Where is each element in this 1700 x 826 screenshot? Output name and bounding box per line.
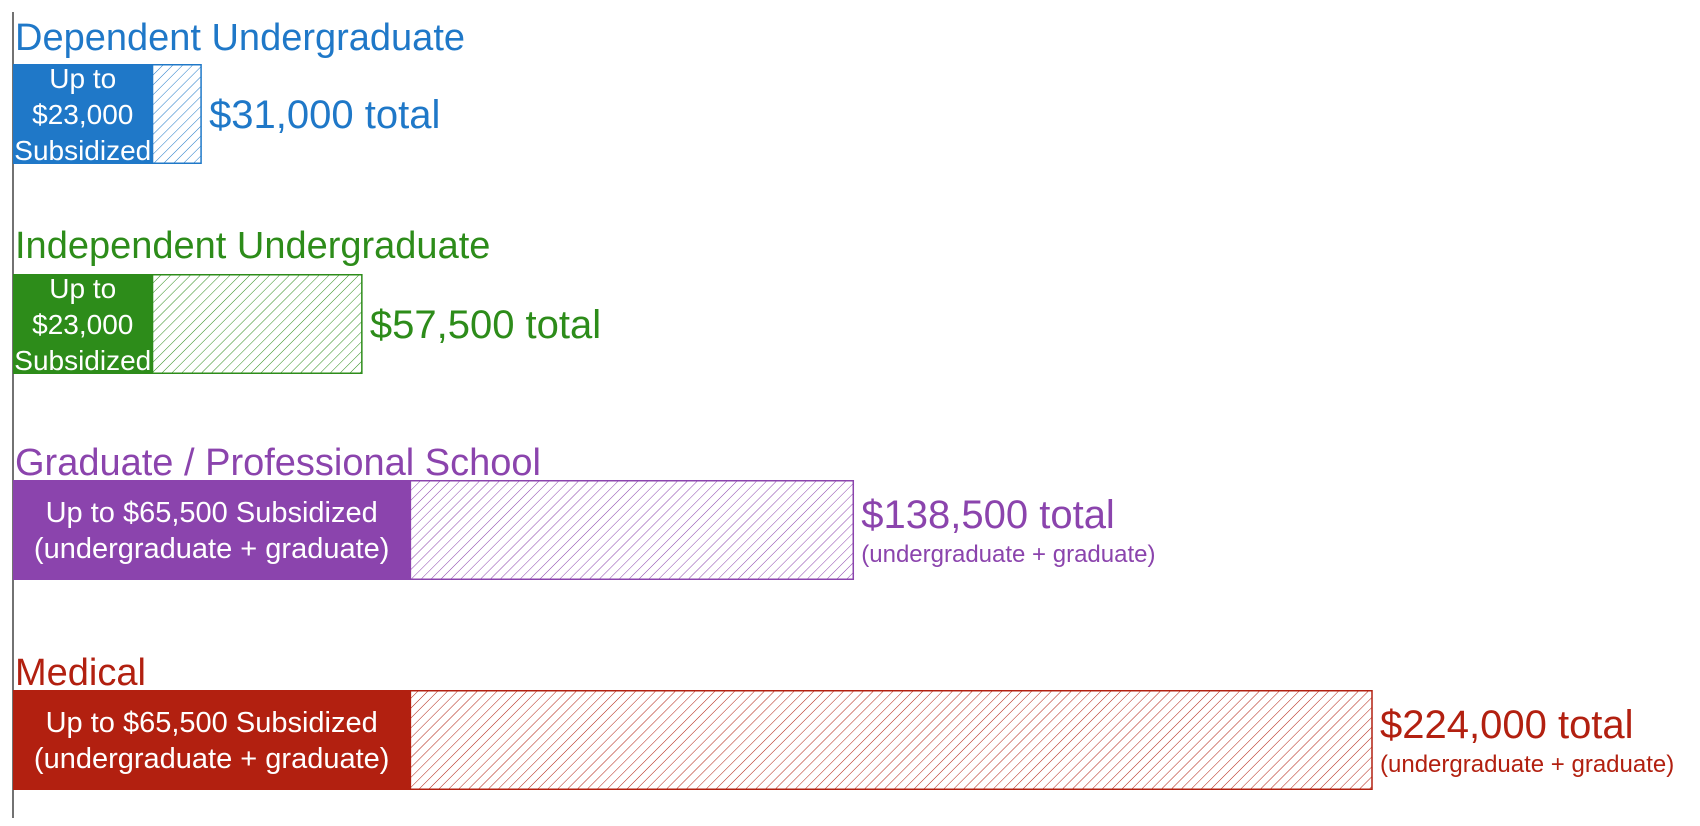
subsidized-bar — [13, 690, 411, 790]
subsidized-label: Up to — [49, 63, 116, 94]
subsidized-label: $23,000 — [32, 309, 133, 340]
subsidized-bar — [13, 274, 153, 374]
total-sublabel: (undergraduate + graduate) — [1380, 751, 1674, 778]
total-label: $31,000 total — [209, 93, 440, 137]
subsidized-label: (undergraduate + graduate) — [34, 743, 390, 775]
subsidized-label: Up to $65,500 Subsidized — [46, 707, 378, 739]
category-label: Dependent Undergraduate — [15, 17, 465, 59]
total-label: $138,500 total — [861, 493, 1115, 537]
subsidized-label: Up to — [49, 273, 116, 304]
subsidized-label: Up to $65,500 Subsidized — [46, 497, 378, 529]
total-sublabel: (undergraduate + graduate) — [861, 541, 1155, 568]
subsidized-label: Subsidized — [14, 345, 151, 376]
unsubsidized-bar — [151, 64, 202, 164]
unsubsidized-bar — [409, 690, 1373, 790]
category-label: Graduate / Professional School — [15, 442, 541, 484]
subsidized-label: (undergraduate + graduate) — [34, 533, 390, 565]
total-label: $224,000 total — [1380, 703, 1634, 747]
total-label: $57,500 total — [370, 303, 601, 347]
subsidized-bar — [13, 64, 153, 164]
subsidized-bar — [13, 480, 411, 580]
subsidized-label: $23,000 — [32, 99, 133, 130]
unsubsidized-bar — [151, 274, 363, 374]
unsubsidized-bar — [409, 480, 855, 580]
category-label: Medical — [15, 652, 146, 694]
subsidized-label: Subsidized — [14, 135, 151, 166]
category-label: Independent Undergraduate — [15, 225, 490, 267]
